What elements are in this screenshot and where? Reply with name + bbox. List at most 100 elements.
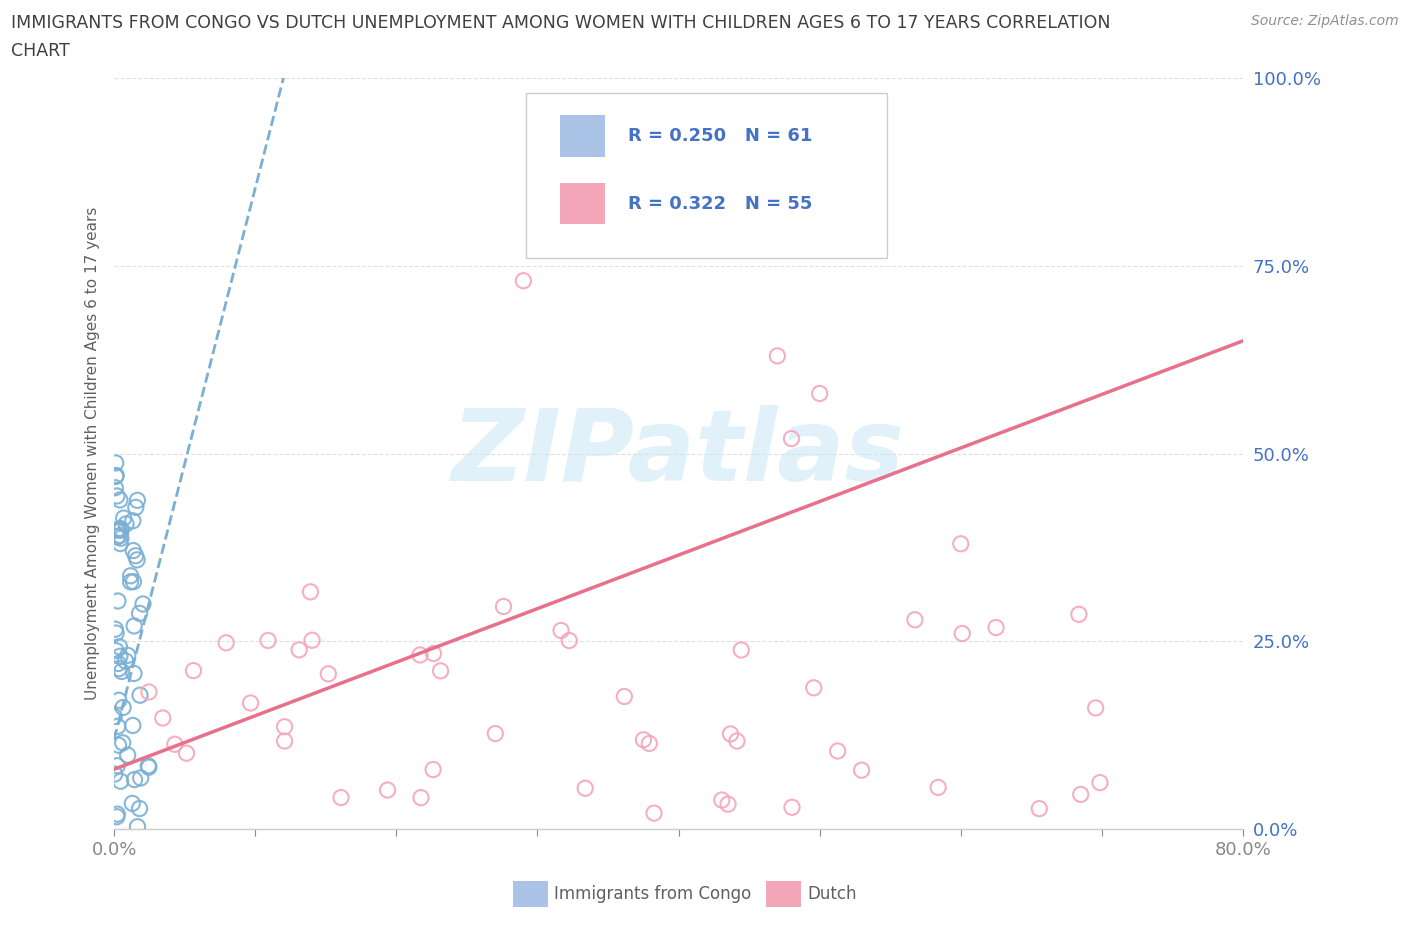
Point [152,711,174,725]
Point [550,623,572,638]
Point [409,790,432,805]
Point [108,528,131,543]
Point [125,500,148,515]
Point [103,709,125,724]
Point [105,523,128,538]
Point [633,732,655,747]
Point [127,819,149,834]
Point [257,633,280,648]
Point [110,774,132,789]
Point [105,529,128,544]
Point [124,549,146,564]
FancyBboxPatch shape [560,183,605,224]
Point [984,620,1007,635]
Point [104,469,127,484]
Point [138,760,160,775]
Text: R = 0.322   N = 55: R = 0.322 N = 55 [628,195,813,213]
Point [803,681,825,696]
Point [120,575,142,590]
Point [110,531,132,546]
Point [183,663,205,678]
Point [114,654,136,669]
Point [121,796,143,811]
Point [780,800,803,815]
Point [124,772,146,787]
Point [558,633,581,648]
Point [132,596,155,611]
Point [104,766,127,781]
Point [107,737,129,752]
Text: R = 0.250   N = 61: R = 0.250 N = 61 [628,127,813,145]
Point [273,719,295,734]
Point [110,537,132,551]
Text: CHART: CHART [11,42,70,60]
Point [122,574,145,589]
Y-axis label: Unemployment Among Women with Children Ages 6 to 17 years: Unemployment Among Women with Children A… [86,206,100,700]
Point [273,734,295,749]
Point [429,663,451,678]
Point [104,480,127,495]
Point [107,593,129,608]
Point [108,661,131,676]
Point [163,737,186,751]
Point [108,493,131,508]
Point [104,456,127,471]
Point [110,521,132,536]
FancyBboxPatch shape [560,115,605,157]
Point [949,537,972,551]
Point [377,783,399,798]
Point [1088,775,1111,790]
Point [299,584,322,599]
Point [117,648,139,663]
Point [492,599,515,614]
Point [104,644,127,658]
Point [318,667,340,682]
Point [409,647,432,662]
Point [1028,801,1050,816]
Point [808,386,831,401]
Point [128,606,150,621]
Point [725,734,748,749]
Point [330,790,353,805]
Point [288,643,311,658]
FancyBboxPatch shape [526,93,887,259]
Point [127,552,149,567]
Point [105,626,128,641]
Point [105,758,128,773]
Point [120,568,142,583]
Point [176,746,198,761]
Point [301,632,323,647]
Point [110,523,132,538]
Point [638,736,661,751]
Point [730,643,752,658]
Point [720,726,742,741]
Point [904,612,927,627]
Point [422,762,444,777]
Point [107,719,129,734]
Point [582,161,605,176]
Point [422,646,444,661]
Text: ZIPatlas: ZIPatlas [451,405,905,502]
Point [574,781,596,796]
Point [128,801,150,816]
Point [540,100,562,115]
Point [927,780,949,795]
Text: Immigrants from Congo: Immigrants from Congo [554,884,751,903]
Point [105,809,128,824]
Point [136,758,159,773]
Point [105,488,128,503]
Text: IMMIGRANTS FROM CONGO VS DUTCH UNEMPLOYMENT AMONG WOMEN WITH CHILDREN AGES 6 TO : IMMIGRANTS FROM CONGO VS DUTCH UNEMPLOYM… [11,14,1111,32]
Point [129,771,152,786]
Point [121,513,143,528]
Point [780,432,803,446]
Text: Source: ZipAtlas.com: Source: ZipAtlas.com [1251,14,1399,28]
Point [643,805,665,820]
Point [717,797,740,812]
Point [107,656,129,671]
Point [107,523,129,538]
Point [112,511,135,525]
Point [127,493,149,508]
Point [138,684,160,699]
Point [111,664,134,679]
Point [710,792,733,807]
